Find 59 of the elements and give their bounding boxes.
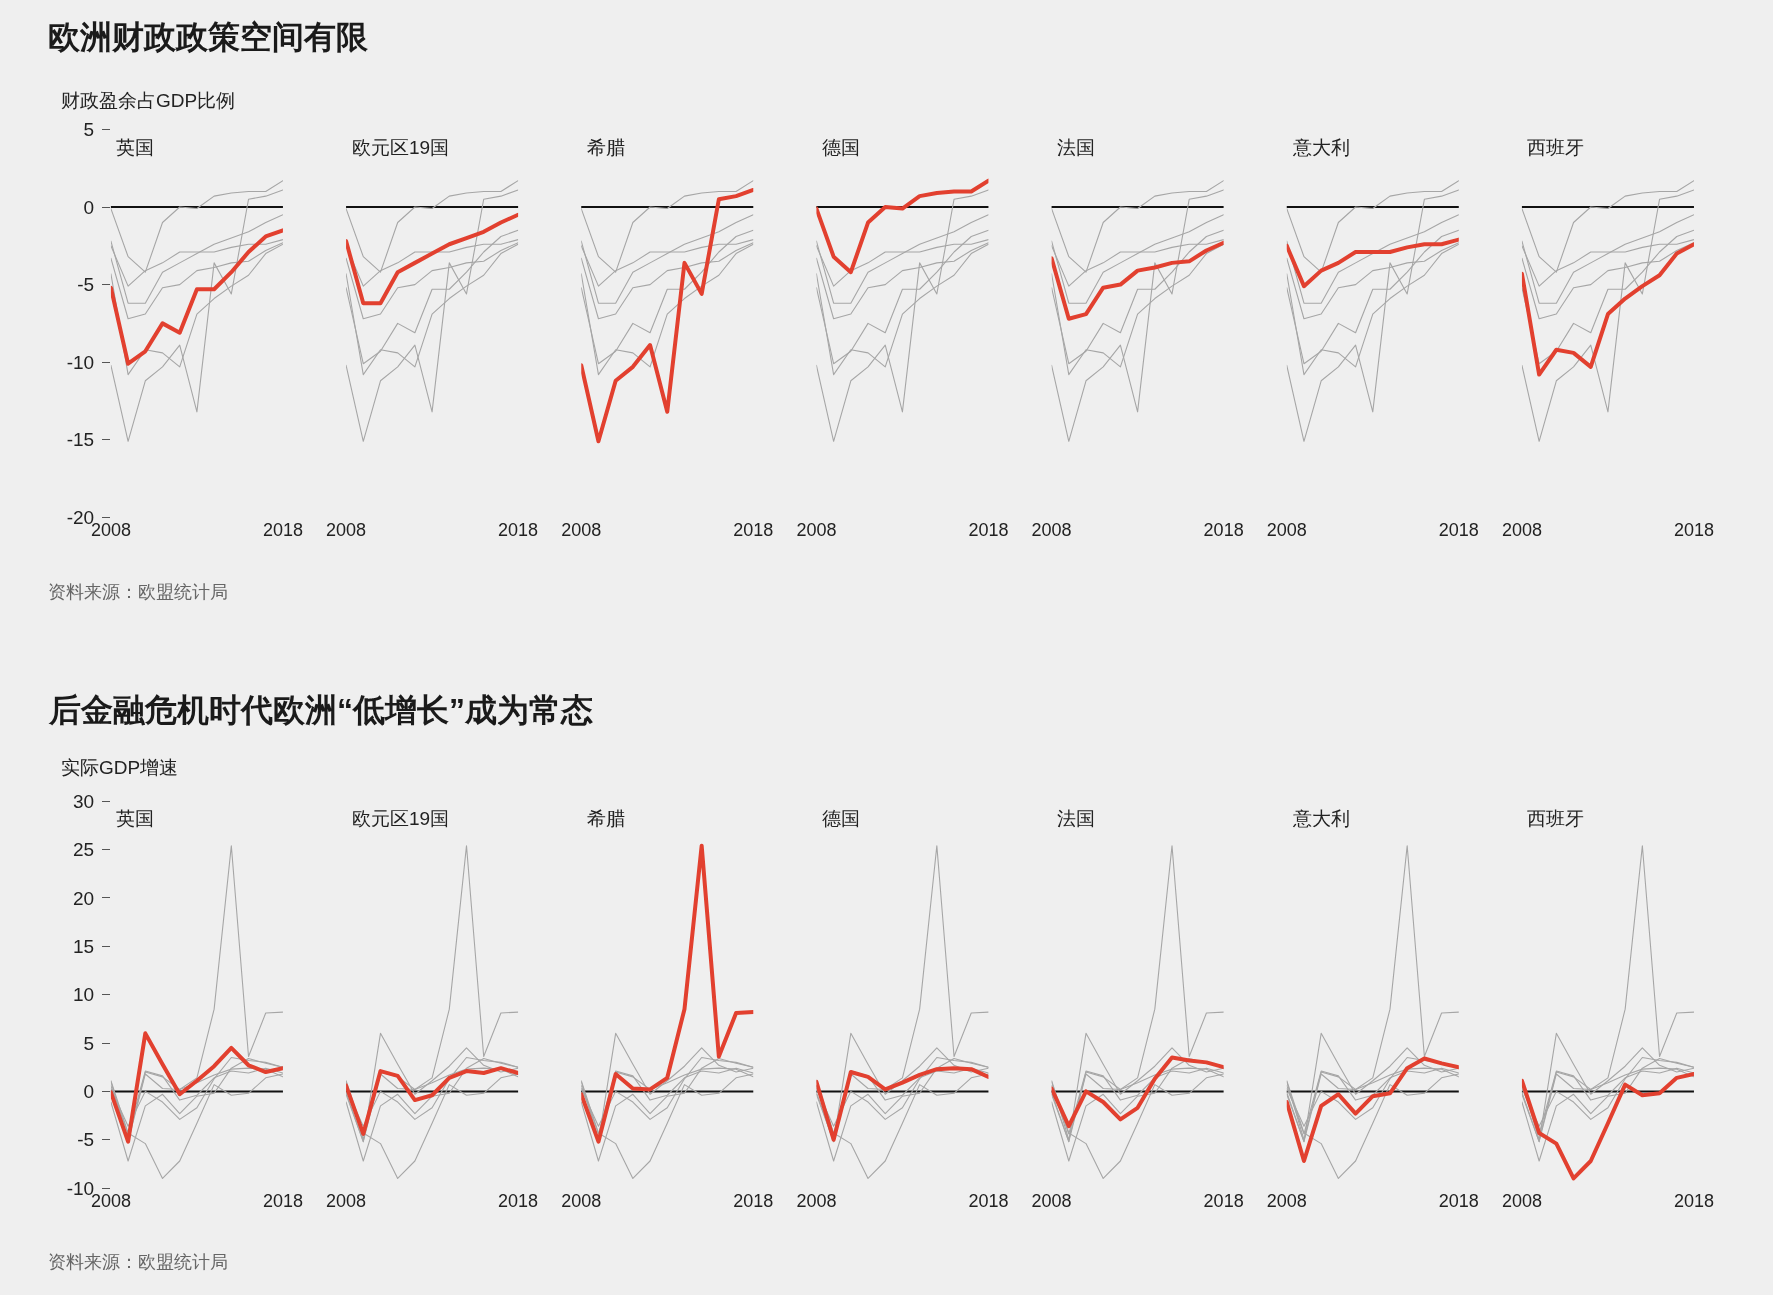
text: 资料来源：欧盟统计局 <box>48 582 228 602</box>
y-tick-label: 15 <box>72 935 95 957</box>
y-tick-label: -15 <box>66 429 95 451</box>
text: 实际GDP增速 <box>61 757 179 778</box>
chart-title: 欧元区19国 <box>352 808 450 829</box>
y-tick-label: 0 <box>83 196 95 218</box>
y-tick-label: -10 <box>66 351 95 373</box>
x-tick-label: 2018 <box>1203 1191 1244 1212</box>
x-tick-label: 2018 <box>733 1191 774 1212</box>
chart-title: 欧元区19国 <box>352 137 450 158</box>
y-tick-label: 25 <box>72 839 95 861</box>
chart-title: 德国 <box>822 137 860 158</box>
x-tick-label: 2008 <box>1501 1191 1542 1212</box>
x-tick-label: 2008 <box>1031 1191 1072 1212</box>
y-tick-label: 5 <box>83 119 95 141</box>
text: 资料来源：欧盟统计局 <box>48 1252 228 1272</box>
chart-title: 英国 <box>116 137 154 158</box>
chart-title: 意大利 <box>1292 137 1350 158</box>
x-tick-label: 2018 <box>1438 520 1479 541</box>
x-tick-label: 2008 <box>796 520 837 541</box>
chart-title: 德国 <box>822 808 860 829</box>
y-tick-label: 5 <box>83 1032 95 1054</box>
x-tick-label: 2008 <box>326 520 367 541</box>
y-tick-label: 30 <box>72 790 95 812</box>
chart-title: 希腊 <box>587 137 625 158</box>
y-tick-label: 10 <box>72 984 95 1006</box>
x-tick-label: 2008 <box>326 1191 367 1212</box>
x-tick-label: 2018 <box>1438 1191 1479 1212</box>
x-tick-label: 2018 <box>968 1191 1009 1212</box>
chart-title: 希腊 <box>587 808 625 829</box>
x-tick-label: 2018 <box>1673 1191 1714 1212</box>
x-tick-label: 2008 <box>1031 520 1072 541</box>
y-tick-label: -5 <box>77 274 95 296</box>
x-tick-label: 2018 <box>1673 520 1714 541</box>
chart-title: 法国 <box>1057 137 1095 158</box>
y-tick-label: 20 <box>72 887 95 909</box>
x-tick-label: 2018 <box>1203 520 1244 541</box>
chart-title: 英国 <box>116 808 154 829</box>
x-tick-label: 2018 <box>262 520 303 541</box>
x-tick-label: 2018 <box>262 1191 303 1212</box>
text: 后金融危机时代欧洲“低增长”成为常态 <box>48 692 593 728</box>
x-tick-label: 2018 <box>968 520 1009 541</box>
x-tick-label: 2008 <box>1266 1191 1307 1212</box>
chart-title: 西班牙 <box>1527 808 1584 829</box>
x-tick-label: 2008 <box>796 1191 837 1212</box>
x-tick-label: 2018 <box>498 520 539 541</box>
chart-title: 意大利 <box>1292 808 1350 829</box>
chart-title: 法国 <box>1057 808 1095 829</box>
chart-title: 西班牙 <box>1527 137 1584 158</box>
x-tick-label: 2008 <box>561 520 602 541</box>
x-tick-label: 2018 <box>733 520 774 541</box>
y-tick-label: -5 <box>77 1129 95 1151</box>
text: 财政盈余占GDP比例 <box>61 90 236 111</box>
x-tick-label: 2008 <box>1266 520 1307 541</box>
x-tick-label: 2008 <box>1501 520 1542 541</box>
x-tick-label: 2008 <box>561 1191 602 1212</box>
text: 欧洲财政政策空间有限 <box>48 19 369 55</box>
y-tick-label: 0 <box>83 1081 95 1103</box>
x-tick-label: 2018 <box>498 1191 539 1212</box>
